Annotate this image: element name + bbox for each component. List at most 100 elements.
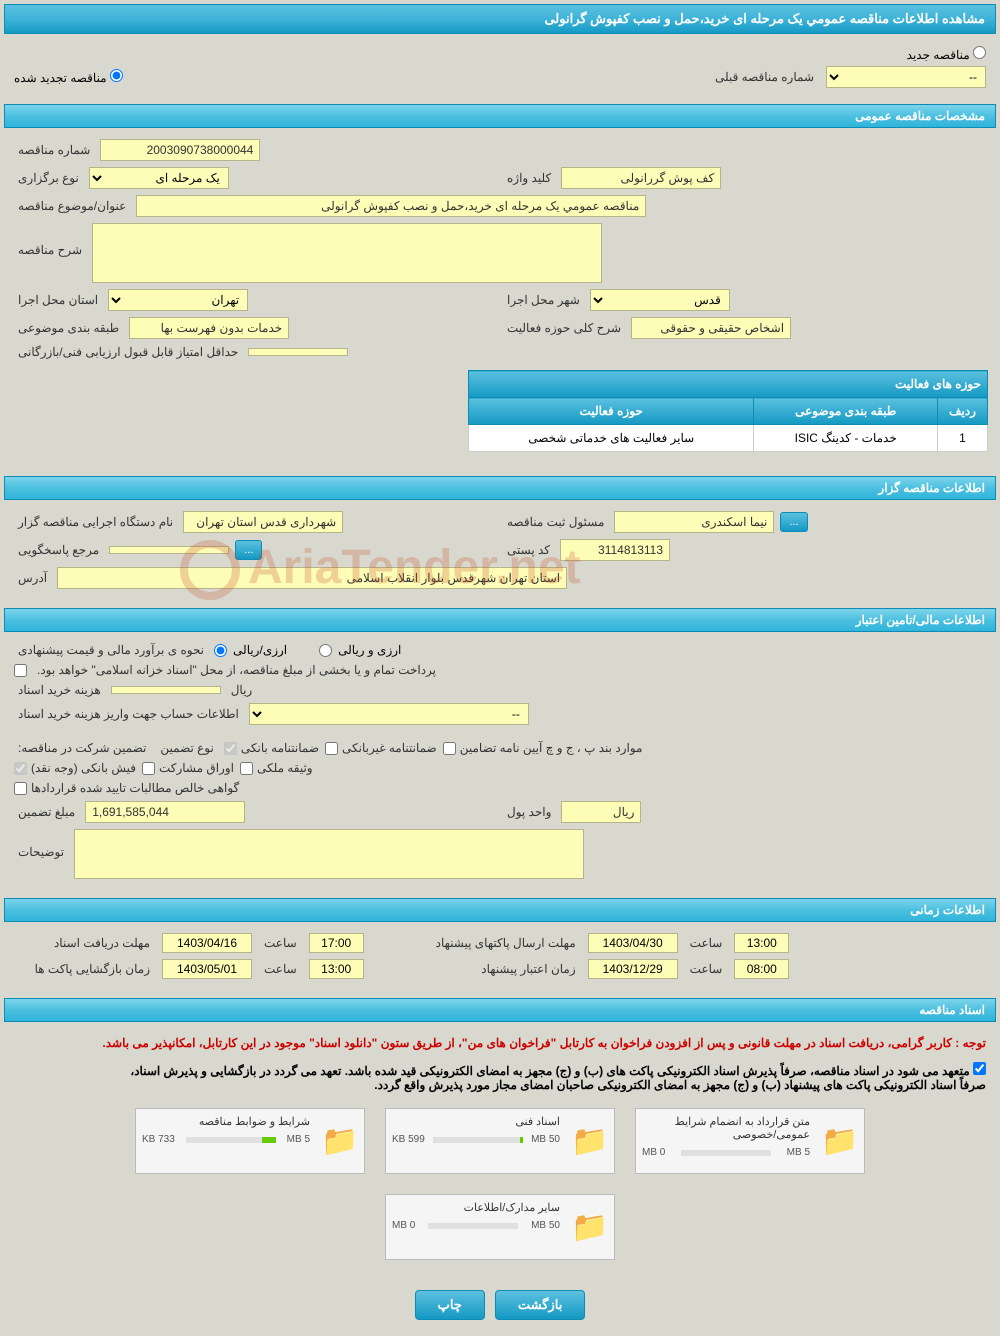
doc-progress bbox=[428, 1223, 518, 1229]
lbl-property: وثیقه ملکی bbox=[257, 761, 313, 775]
doc-used: 733 KB bbox=[142, 1134, 175, 1145]
document-grid: 📁 شرایط و ضوابط مناقصه 5 MB 733 KB 📁 اسن… bbox=[4, 1098, 996, 1270]
label-address: آدرس bbox=[14, 571, 51, 585]
select-province[interactable]: تهران bbox=[108, 289, 248, 311]
cb-cases[interactable] bbox=[443, 742, 456, 755]
select-city[interactable]: قدس bbox=[590, 289, 730, 311]
select-prev-number[interactable]: -- bbox=[826, 66, 986, 88]
label-new-tender: مناقصه جدید bbox=[907, 48, 970, 62]
label-description: شرح مناقصه bbox=[14, 223, 86, 257]
doc-card[interactable]: 📁 شرایط و ضوابط مناقصه 5 MB 733 KB bbox=[135, 1108, 365, 1174]
label-guarantee-type: نوع تضمین bbox=[156, 741, 217, 755]
folder-icon: 📁 bbox=[566, 1195, 614, 1259]
label-validity: زمان اعتبار پیشنهاد bbox=[420, 962, 580, 976]
label-org: نام دستگاه اجرایی مناقصه گزار bbox=[14, 515, 177, 529]
field-subject: مناقصه عمومي یک مرحله ای خرید،حمل و نصب … bbox=[136, 195, 646, 217]
lbl-nonbank: ضمانتنامه غیربانکی bbox=[342, 741, 437, 755]
doc-progress bbox=[186, 1137, 276, 1143]
label-estimate: نحوه ی برآورد مالی و قیمت پیشنهادی bbox=[14, 643, 208, 657]
lbl-cases: موارد بند پ ، ج و چ آیین نامه تضامین bbox=[460, 741, 643, 755]
field-send-time: 13:00 bbox=[734, 933, 789, 953]
label-currency-fx: ارزی/ریالی bbox=[233, 643, 287, 657]
notice-commit-b: صرفاً اسناد الکترونیکی پاکت های پیشنهاد … bbox=[374, 1078, 986, 1092]
field-responder bbox=[109, 546, 229, 554]
label-unit: واحد پول bbox=[503, 805, 555, 819]
field-org: شهرداری قدس استان تهران bbox=[183, 511, 343, 533]
field-min-score bbox=[248, 348, 348, 356]
label-time4: ساعت bbox=[686, 962, 727, 976]
field-registrar: نیما اسکندری bbox=[614, 511, 774, 533]
lbl-bonds: اوراق مشارکت bbox=[159, 761, 234, 775]
cb-property[interactable] bbox=[240, 762, 253, 775]
lbl-cert: گواهی خالص مطالبات تایید شده قراردادها bbox=[31, 781, 239, 795]
label-tender-number: شماره مناقصه bbox=[14, 143, 94, 157]
table-row: 1 خدمات - کدینگ ISIC سایر فعالیت های خدم… bbox=[469, 425, 988, 452]
label-currency-mix: ارزی و ریالی bbox=[338, 643, 401, 657]
field-tender-number: 2003090738000044 bbox=[100, 139, 260, 161]
field-receive-date: 1403/04/16 bbox=[162, 933, 252, 953]
lbl-cash: فیش بانکی (وجه نقد) bbox=[31, 761, 136, 775]
cell-scope: سایر فعالیت های خدماتی شخصی bbox=[469, 425, 754, 452]
field-unit: ریال bbox=[561, 801, 641, 823]
section-tenderer: اطلاعات مناقصه گزار bbox=[4, 476, 996, 500]
label-keyword: کلید واژه bbox=[503, 171, 555, 185]
checkbox-treasury[interactable] bbox=[14, 664, 27, 677]
textarea-description[interactable] bbox=[92, 223, 602, 283]
cb-cert[interactable] bbox=[14, 782, 27, 795]
radio-currency-fx[interactable] bbox=[214, 644, 227, 657]
notice-commit-a: متعهد می شود در اسناد مناقصه، صرفاً پذیر… bbox=[130, 1064, 969, 1078]
doc-title: شرایط و ضوابط مناقصه bbox=[142, 1115, 310, 1134]
doc-progress bbox=[433, 1137, 523, 1143]
print-button[interactable]: چاپ bbox=[415, 1290, 485, 1320]
radio-renewed-tender[interactable] bbox=[110, 69, 123, 82]
label-min-score: حداقل امتیاز قابل قبول ارزیابی فنی/بازرگ… bbox=[14, 345, 242, 359]
section-documents: اسناد مناقصه bbox=[4, 998, 996, 1022]
back-button[interactable]: بازگشت bbox=[495, 1290, 585, 1320]
field-open-date: 1403/05/01 bbox=[162, 959, 252, 979]
doc-card[interactable]: 📁 متن قرارداد به انضمام شرایط عمومی/خصوص… bbox=[635, 1108, 865, 1174]
doc-card[interactable]: 📁 اسناد فنی 50 MB 599 KB bbox=[385, 1108, 615, 1174]
label-subject: عنوان/موضوع مناقصه bbox=[14, 199, 130, 213]
section-general: مشخصات مناقصه عمومی bbox=[4, 104, 996, 128]
label-registrar: مسئول ثبت مناقصه bbox=[503, 515, 608, 529]
label-doc-fee: هزینه خرید اسناد bbox=[14, 683, 105, 697]
field-postal: 3114813113 bbox=[560, 539, 670, 561]
doc-total: 5 MB bbox=[787, 1147, 810, 1158]
radio-new-tender[interactable] bbox=[973, 46, 986, 59]
label-time1: ساعت bbox=[260, 936, 301, 950]
col-scope: حوزه فعالیت bbox=[469, 398, 754, 425]
field-amount: 1,691,585,044 bbox=[85, 801, 245, 823]
doc-used: 0 MB bbox=[642, 1147, 665, 1158]
cb-bonds[interactable] bbox=[142, 762, 155, 775]
field-receive-time: 17:00 bbox=[309, 933, 364, 953]
label-postal: کد پستی bbox=[503, 543, 554, 557]
col-row: ردیف bbox=[938, 398, 988, 425]
label-renewed-tender: مناقصه تجدید شده bbox=[14, 71, 107, 85]
textarea-notes[interactable] bbox=[74, 829, 584, 879]
label-holding-type: نوع برگزاری bbox=[14, 171, 83, 185]
select-account[interactable]: -- bbox=[249, 703, 529, 725]
btn-responder-lookup[interactable]: ... bbox=[235, 540, 262, 560]
folder-icon: 📁 bbox=[816, 1109, 864, 1173]
label-receive: مهلت دریافت اسناد bbox=[24, 936, 154, 950]
label-open: زمان بازگشایی پاکت ها bbox=[24, 962, 154, 976]
doc-total: 5 MB bbox=[287, 1134, 310, 1145]
btn-registrar-lookup[interactable]: ... bbox=[780, 512, 807, 532]
doc-used: 0 MB bbox=[392, 1220, 415, 1231]
cb-nonbank[interactable] bbox=[325, 742, 338, 755]
radio-currency-mix[interactable] bbox=[319, 644, 332, 657]
field-keyword: کف پوش گررانولی bbox=[561, 167, 721, 189]
label-notes: توضیحات bbox=[14, 829, 68, 859]
notice-red: توجه : کاربر گرامی، دریافت اسناد در مهلت… bbox=[4, 1030, 996, 1056]
select-holding-type[interactable]: یک مرحله ای bbox=[89, 167, 229, 189]
doc-used: 599 KB bbox=[392, 1134, 425, 1145]
field-scope: اشخاص حقیقی و حقوقی bbox=[631, 317, 791, 339]
checkbox-commit[interactable] bbox=[973, 1062, 986, 1075]
cb-cash bbox=[14, 762, 27, 775]
doc-title: سایر مدارک/اطلاعات bbox=[392, 1201, 560, 1220]
label-responder: مرجع پاسخگویی bbox=[14, 543, 103, 557]
doc-card[interactable]: 📁 سایر مدارک/اطلاعات 50 MB 0 MB bbox=[385, 1194, 615, 1260]
label-amount: مبلغ تضمین bbox=[14, 805, 79, 819]
folder-icon: 📁 bbox=[316, 1109, 364, 1173]
section-financial: اطلاعات مالی/تامین اعتبار bbox=[4, 608, 996, 632]
